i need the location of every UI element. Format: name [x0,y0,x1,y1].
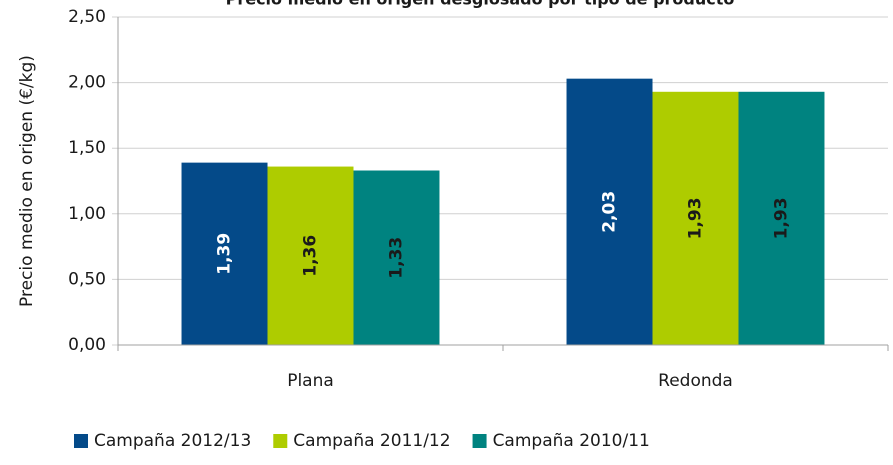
value-label: 1,93 [686,197,706,239]
y-tick-label: 1,00 [68,204,106,224]
legend-swatch [273,434,288,448]
y-axis-title: Precio medio en origen (€/kg) [17,55,37,307]
x-tick-label: Redonda [658,371,733,391]
bar [566,78,653,345]
legend-label: Campaña 2010/11 [493,431,650,451]
legend-swatch [472,434,487,448]
x-tick-label: Plana [287,371,334,391]
value-label: 1,39 [215,233,235,275]
value-label: 1,33 [386,237,406,279]
legend-label: Campaña 2012/13 [94,431,251,451]
legend-swatch [74,434,88,448]
y-tick-label: 2,00 [68,73,106,93]
bar [353,170,440,345]
y-tick-label: 0,00 [68,335,106,355]
chart-title: Precio medio en origen desglosado por ti… [226,0,735,9]
y-tick-label: 2,50 [68,7,106,27]
bar [738,91,825,345]
bar [652,91,739,345]
value-label: 1,93 [771,197,791,239]
y-tick-label: 1,50 [68,138,106,158]
y-tick-label: 0,50 [68,269,106,289]
bar [181,162,268,345]
legend-label: Campaña 2011/12 [293,431,450,451]
value-label: 1,36 [301,235,321,277]
bar [267,166,354,345]
value-label: 2,03 [600,191,620,233]
